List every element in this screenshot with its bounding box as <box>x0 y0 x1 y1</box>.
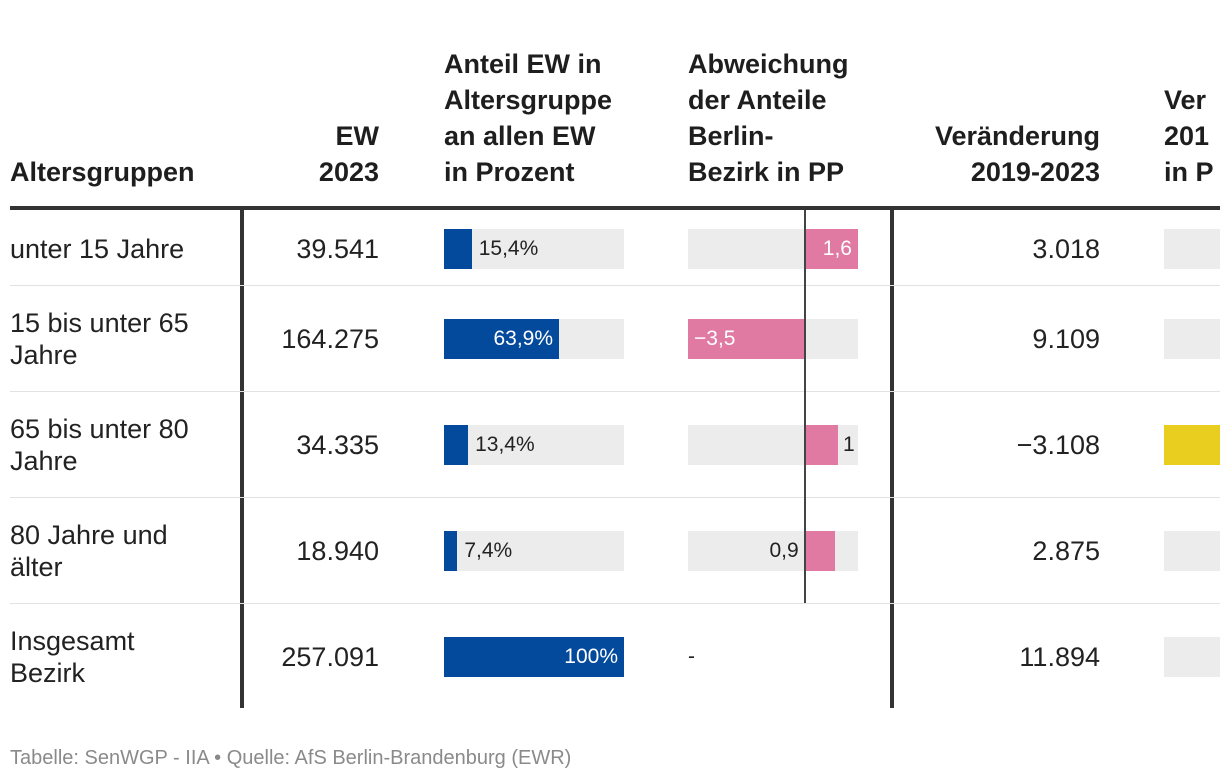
source-footer: Tabelle: SenWGP - IIA • Quelle: AfS Berl… <box>10 747 572 769</box>
age-group-label: 65 bis unter 80 Jahre <box>10 413 189 477</box>
header-change-2019-2023: Veränderung 2019-2023 <box>900 118 1100 190</box>
share-bar-background: 13,4% <box>444 425 624 465</box>
ew-value: 18.940 <box>296 536 379 566</box>
age-group-line: Bezirk <box>10 658 86 688</box>
share-bar-label: 13,4% <box>475 433 535 456</box>
row-separator <box>10 497 1220 498</box>
column-divider-left <box>240 210 244 708</box>
ew-value: 164.275 <box>281 324 379 354</box>
header-line-age: Altersgruppen <box>10 157 195 187</box>
header-line-share: Altersgruppe <box>444 85 613 115</box>
share-bar <box>444 531 458 571</box>
share-bar-background: 63,9% <box>444 319 624 359</box>
change-value: 11.894 <box>1019 642 1100 672</box>
ew-value: 39.541 <box>296 234 379 264</box>
change-percent-bar <box>1164 229 1220 269</box>
age-group-label: Insgesamt Bezirk <box>10 625 135 689</box>
age-group-line: 80 Jahre und <box>10 520 168 550</box>
deviation-bar <box>804 531 835 571</box>
deviation-bar-background: −3,5 <box>688 319 858 359</box>
change-value: −3.108 <box>1016 430 1100 460</box>
column-divider-right <box>890 210 894 708</box>
header-line-deviation: Berlin- <box>688 121 774 151</box>
header-deviation-pp: Abweichung der Anteile Berlin- Bezirk in PP <box>688 46 849 190</box>
header-line-change: Veränderung <box>934 121 1100 151</box>
row-separator <box>10 285 1220 286</box>
header-line-deviation: Bezirk in PP <box>688 157 845 187</box>
header-line-ew: 2023 <box>318 157 379 187</box>
share-bar <box>444 319 560 359</box>
age-group-line: Jahre <box>10 446 78 476</box>
deviation-bar-background: 1,6 <box>688 229 858 269</box>
share-bar-background: 100% <box>444 637 624 677</box>
deviation-bar <box>804 425 838 465</box>
share-bar-label: 15,4% <box>478 237 539 260</box>
age-group-line: älter <box>10 552 63 582</box>
header-line-ew: EW <box>335 121 380 151</box>
ew-value: 34.335 <box>296 430 379 460</box>
deviation-zero-axis <box>803 210 806 603</box>
header-rule <box>10 206 1220 210</box>
change-value: 3.018 <box>1032 234 1100 264</box>
change-percent-bar <box>1164 425 1220 465</box>
share-bar-label: 7,4% <box>464 539 513 562</box>
header-ew-2023: EW 2023 <box>240 118 379 190</box>
change-value: 2.875 <box>1032 536 1100 566</box>
deviation-bar-background: 0,9 <box>688 531 858 571</box>
share-bar-background: 15,4% <box>444 229 624 269</box>
deviation-empty: - <box>688 645 695 668</box>
header-line-change-pct: Ver <box>1164 85 1207 115</box>
age-group-line: 15 bis unter 65 <box>10 308 189 338</box>
header-line-change-pct: in P <box>1164 157 1214 187</box>
header-line-deviation: Abweichung <box>688 49 849 79</box>
header-line-change: 2019-2023 <box>970 157 1100 187</box>
change-percent-bar <box>1164 319 1220 359</box>
header-line-share: Anteil EW in <box>444 49 602 79</box>
deviation-bar-label: 1,6 <box>822 237 852 260</box>
change-value: 9.109 <box>1032 324 1100 354</box>
row-separator <box>10 391 1220 392</box>
age-group-label: 80 Jahre und älter <box>10 519 168 583</box>
ew-value: 257.091 <box>281 642 379 672</box>
deviation-bar <box>804 229 858 269</box>
age-group-line: 65 bis unter 80 <box>10 414 189 444</box>
header-change-percent: Ver 201 in P <box>1164 82 1214 190</box>
deviation-bar-label: 0,9 <box>769 539 799 562</box>
change-percent-bar <box>1164 637 1220 677</box>
share-bar-label: 63,9% <box>493 327 554 350</box>
age-group-label: unter 15 Jahre <box>10 233 184 265</box>
header-line-deviation: der Anteile <box>688 85 827 115</box>
age-group-line: unter 15 Jahre <box>10 234 185 264</box>
row-separator <box>10 603 1220 604</box>
deviation-bar-label: −3,5 <box>694 327 736 350</box>
age-group-line: Jahre <box>10 340 78 370</box>
age-group-label: 15 bis unter 65 Jahre <box>10 307 189 371</box>
share-bar-background: 7,4% <box>444 531 624 571</box>
share-bar <box>444 425 469 465</box>
share-bar <box>444 637 624 677</box>
deviation-bar <box>688 319 805 359</box>
header-line-share: in Prozent <box>444 157 575 187</box>
age-group-line: Insgesamt <box>10 626 135 656</box>
header-line-share: an allen EW <box>444 121 596 151</box>
header-share-percent: Anteil EW in Altersgruppe an allen EW in Pr… <box>444 46 612 190</box>
header-line-change-pct: 201 <box>1164 121 1210 151</box>
change-percent-bar <box>1164 531 1220 571</box>
deviation-bar-label: 1 <box>843 433 855 456</box>
share-bar-label: 100% <box>564 645 618 668</box>
share-bar <box>444 229 472 269</box>
header-age-groups: Altersgruppen <box>10 154 195 190</box>
deviation-bar-background: 1 <box>688 425 858 465</box>
